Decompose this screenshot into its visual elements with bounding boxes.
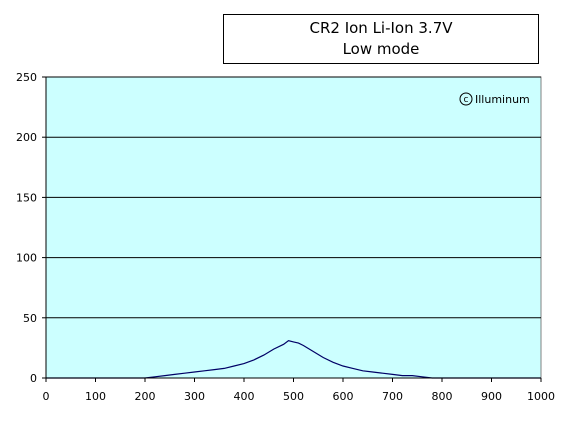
chart-subtitle: Low mode — [342, 40, 420, 58]
copyright-icon — [459, 92, 473, 106]
y-tick-label-200: 200 — [16, 131, 37, 144]
x-tick-label-900: 900 — [481, 390, 502, 403]
x-tick-label-300: 300 — [184, 390, 205, 403]
axes — [42, 76, 542, 382]
copyright-symbol: c — [464, 95, 469, 105]
y-tick-label-50: 50 — [23, 312, 37, 325]
x-tick-label-700: 700 — [382, 390, 403, 403]
plot-area — [45, 76, 542, 379]
x-tick-label-600: 600 — [333, 390, 354, 403]
x-tick-labels: 0 100 200 300 400 500 600 700 800 900 1000 — [43, 390, 556, 403]
x-tick-label-0: 0 — [43, 390, 50, 403]
x-tick-label-200: 200 — [135, 390, 156, 403]
y-tick-labels: 0 50 100 150 200 250 — [16, 71, 37, 385]
y-tick-label-250: 250 — [16, 71, 37, 84]
x-tick-label-500: 500 — [283, 390, 304, 403]
x-tick-label-1000: 1000 — [527, 390, 555, 403]
x-tick-label-100: 100 — [85, 390, 106, 403]
grid-lines — [46, 76, 541, 319]
chart-title: CR2 Ion Li-Ion 3.7V — [309, 19, 453, 37]
series-group — [46, 340, 541, 379]
series-line-0 — [46, 340, 541, 379]
y-tick-label-0: 0 — [30, 372, 37, 385]
chart-title-box: CR2 Ion Li-Ion 3.7V Low mode — [223, 14, 539, 64]
watermark: c Illuminum — [459, 92, 530, 106]
watermark-text: Illuminum — [475, 93, 530, 106]
x-tick-label-400: 400 — [234, 390, 255, 403]
y-tick-label-150: 150 — [16, 191, 37, 204]
x-tick-label-800: 800 — [432, 390, 453, 403]
y-tick-label-100: 100 — [16, 252, 37, 265]
